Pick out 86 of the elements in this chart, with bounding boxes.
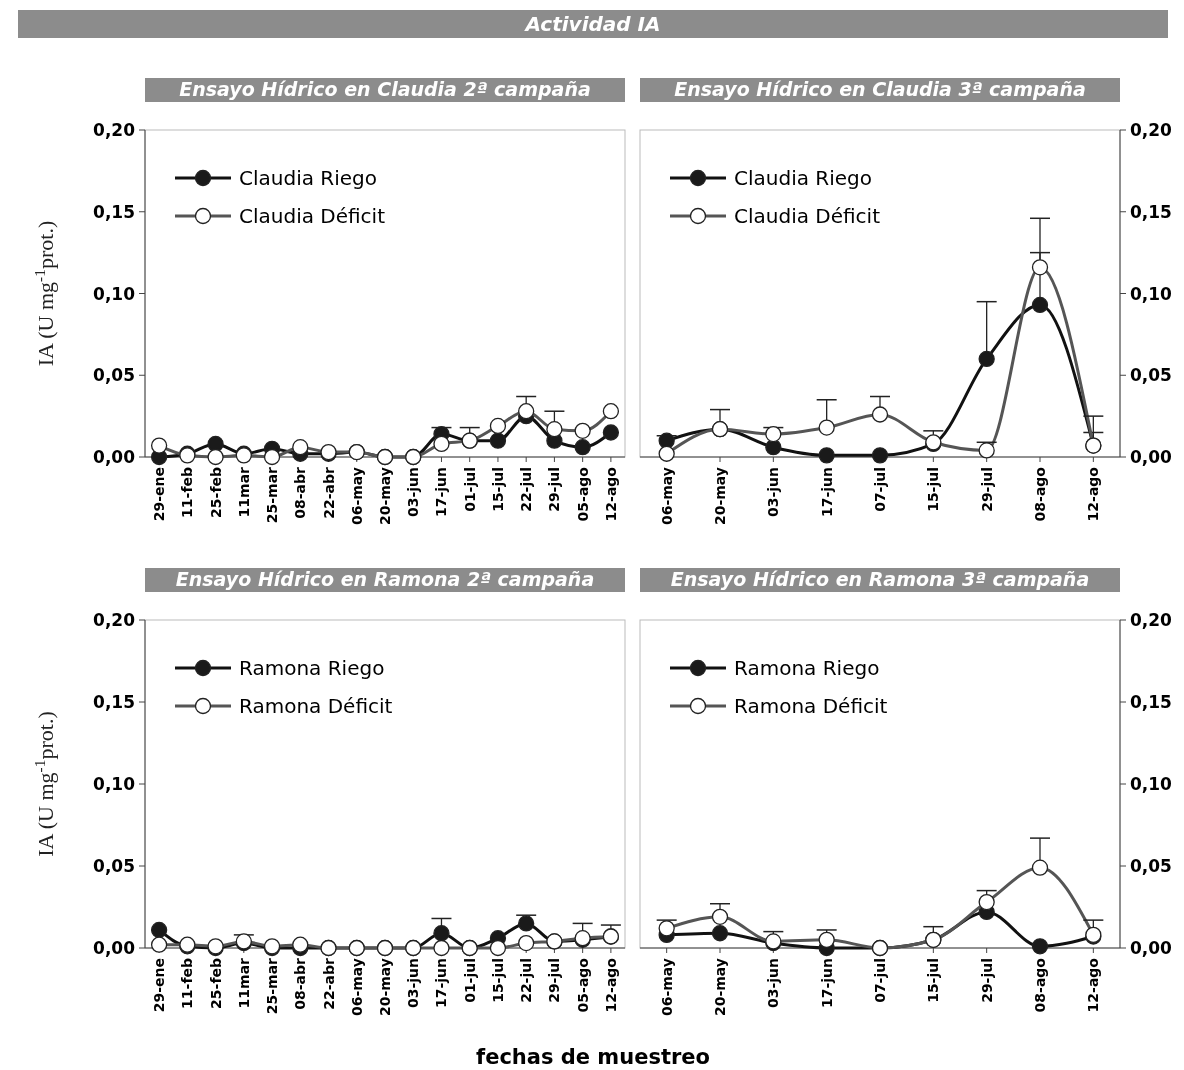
x-tick-label: 15-jul: [489, 958, 506, 1003]
x-tick-label: 29-jul: [546, 958, 563, 1003]
x-tick-label: 05-ago: [574, 466, 591, 522]
x-tick-label: 22-jul: [518, 958, 535, 1003]
x-tick-label: 29-ene: [151, 467, 168, 522]
x-tick-label: 12-ago: [602, 466, 619, 522]
x-tick-label: 29-jul: [978, 958, 995, 1003]
x-tick-label: 12-ago: [1085, 957, 1102, 1013]
x-tick-label: 22-abr: [320, 957, 337, 1010]
x-tick-label: 17-jun: [433, 467, 450, 518]
legend-label: Ramona Riego: [239, 656, 385, 680]
x-tick-label: 17-jun: [818, 958, 835, 1009]
x-tick-label: 29-jul: [978, 467, 995, 512]
y-tick-label: 0,00: [93, 938, 136, 958]
x-tick-label: 03-jun: [405, 958, 422, 1009]
x-tick-label: 25-mar: [264, 466, 281, 524]
x-tick-label: 15-jul: [925, 467, 942, 512]
y-tick-label: 0,00: [1130, 447, 1173, 467]
x-tick-label: 15-jul: [489, 467, 506, 512]
y-tick-label: 0,00: [1130, 938, 1173, 958]
x-tick-label: 08-ago: [1032, 466, 1048, 522]
y-tick-label: 0,05: [93, 856, 135, 876]
x-tick-label: 11mar: [235, 957, 252, 1009]
y-tick-label: 0,20: [93, 610, 136, 630]
text: Actividad IA: [523, 12, 661, 36]
x-tick-label: 03-jun: [405, 467, 422, 518]
x-tick-label: 03-jun: [765, 467, 782, 518]
x-tick-label: 12-ago: [602, 957, 619, 1013]
x-tick-label: 20-may: [712, 958, 728, 1017]
x-tick-label: 17-jun: [433, 958, 450, 1009]
x-tick-label: 20-may: [377, 467, 393, 526]
x-tick-label: 05-ago: [574, 957, 591, 1013]
x-tick-label: 06-may: [658, 467, 675, 526]
x-tick-label: 20-may: [712, 467, 728, 526]
y-tick-label: 0,10: [93, 283, 136, 304]
legend-label: Claudia Riego: [734, 166, 873, 190]
x-tick-label: 12-ago: [1085, 466, 1102, 522]
y-tick-label: 0,15: [1130, 692, 1172, 712]
legend-label: Ramona Déficit: [239, 694, 393, 718]
legend-label: Claudia Déficit: [734, 204, 881, 228]
legend-label: Claudia Déficit: [239, 204, 386, 228]
y-tick-label: 0,15: [93, 692, 135, 712]
y-tick-label: 0,20: [1130, 610, 1173, 630]
x-tick-label: 11-feb: [179, 467, 196, 518]
x-tick-label: 11-feb: [179, 958, 196, 1009]
y-tick-label: 0,10: [1130, 774, 1173, 794]
x-tick-label: 29-ene: [151, 958, 168, 1013]
x-tick-label: 29-jul: [546, 467, 563, 512]
chart-title: Ensayo Hídrico en Claudia 2ª campaña: [179, 78, 591, 100]
x-tick-label: 01-jul: [461, 467, 478, 512]
x-tick-label: 25-feb: [207, 958, 224, 1009]
y-tick-label: 0,15: [93, 201, 135, 222]
x-tick-label: 22-abr: [320, 466, 337, 519]
y-tick-label: 0,15: [1130, 201, 1172, 222]
y-tick-label: 0,05: [1130, 365, 1172, 386]
legend-label: Claudia Riego: [239, 166, 378, 190]
x-tick-label: 06-may: [348, 958, 365, 1017]
x-tick-label: 07-jul: [872, 958, 888, 1003]
chart-title: Ensayo Hídrico en Ramona 3ª campaña: [670, 568, 1090, 590]
x-tick-label: 25-mar: [264, 957, 281, 1015]
x-tick-label: 17-jun: [818, 467, 835, 518]
legend-label: Ramona Déficit: [734, 694, 888, 718]
y-tick-label: 0,05: [93, 365, 135, 386]
x-tick-label: 03-jun: [765, 958, 782, 1009]
y-tick-label: 0,00: [93, 447, 136, 467]
x-tick-label: 08-abr: [292, 466, 309, 519]
x-tick-label: 07-jul: [872, 467, 888, 512]
x-tick-label: 01-jul: [461, 958, 478, 1003]
y-tick-label: 0,20: [1130, 120, 1173, 140]
x-tick-label: 08-ago: [1032, 957, 1048, 1013]
x-tick-label: 08-abr: [292, 957, 309, 1010]
x-tick-label: 25-feb: [207, 467, 224, 518]
x-tick-label: 06-may: [348, 467, 365, 526]
y-tick-label: 0,10: [1130, 283, 1173, 304]
y-tick-label: 0,05: [1130, 856, 1172, 876]
y-tick-label: 0,10: [93, 774, 136, 794]
x-tick-label: 20-may: [377, 958, 393, 1017]
x-tick-label: 15-jul: [925, 958, 942, 1003]
x-tick-label: 06-may: [658, 958, 675, 1017]
chart-title: Ensayo Hídrico en Claudia 3ª campaña: [674, 78, 1086, 100]
chart-title: Ensayo Hídrico en Ramona 2ª campaña: [175, 568, 595, 590]
y-tick-label: 0,20: [93, 120, 136, 140]
x-tick-label: 22-jul: [518, 467, 535, 512]
x-axis-title: fechas de muestreo: [476, 1045, 710, 1069]
x-tick-label: 11mar: [235, 466, 252, 518]
legend-label: Ramona Riego: [734, 656, 880, 680]
